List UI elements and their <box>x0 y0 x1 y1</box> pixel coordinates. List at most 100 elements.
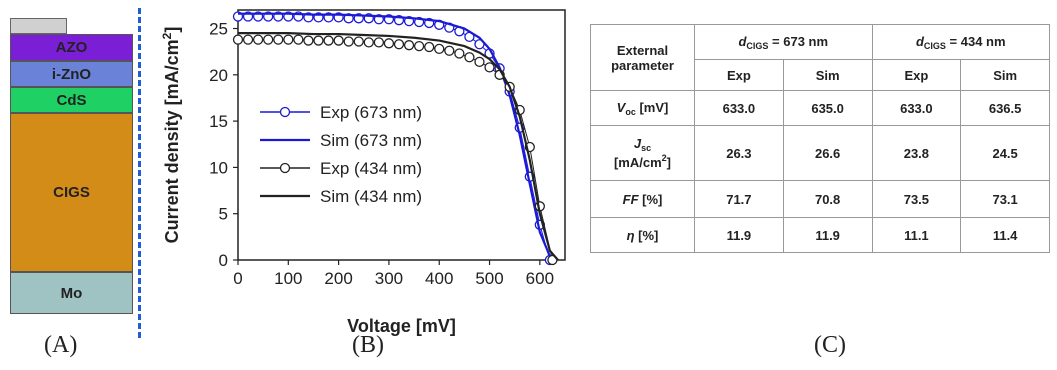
parameters-table-panel: External parameter dCIGS = 673 nm dCIGS … <box>590 24 1057 358</box>
table-cell: 23.8 <box>871 125 962 181</box>
header-parameter: External parameter <box>590 24 695 91</box>
param-ff: FF [%] <box>590 180 695 218</box>
data-point <box>454 48 465 59</box>
data-point <box>373 37 385 48</box>
table-cell: 11.4 <box>960 217 1050 253</box>
data-point <box>293 34 304 45</box>
group2-suffix: = 434 nm <box>945 33 1006 49</box>
data-point <box>444 45 455 56</box>
table-cell: 26.3 <box>694 125 784 181</box>
x-tick-label: 200 <box>324 269 352 288</box>
table-cell: 11.9 <box>694 217 784 253</box>
data-point <box>252 34 264 45</box>
param-unit: [%] <box>634 227 659 243</box>
table-cell: 24.5 <box>960 125 1050 181</box>
plot-frame <box>237 9 566 261</box>
data-point <box>403 40 415 51</box>
group1-suffix: = 673 nm <box>768 33 829 49</box>
param-eta: η [%] <box>590 217 695 253</box>
group2-sub: CIGS <box>923 40 946 51</box>
table-row: Voc [mV] 633.0 635.0 633.0 636.5 <box>590 90 1050 126</box>
data-point <box>383 38 395 49</box>
series-line <box>238 12 558 261</box>
jv-chart: 0 100 200 300 400 500 600 0 5 10 15 20 25 Voltage [mV… <box>160 9 566 336</box>
x-axis-label: Voltage [mV] <box>347 316 456 336</box>
param-unit-sup: 2 <box>661 153 667 163</box>
param-unit: [mA/cm <box>613 155 662 170</box>
param-unit-end: ] <box>666 155 672 170</box>
data-point <box>434 43 445 55</box>
legend-marker <box>279 106 291 118</box>
layer-cds: CdS <box>10 87 133 113</box>
table-cell: 636.5 <box>960 90 1050 126</box>
layer-label: i-ZnO <box>51 65 92 83</box>
subheader-exp: Exp <box>871 59 962 91</box>
layer-label: Mo <box>60 284 83 302</box>
layer-izno: i-ZnO <box>10 61 133 87</box>
data-point <box>323 35 334 46</box>
table-cell: 635.0 <box>782 90 873 126</box>
data-point <box>464 52 475 63</box>
subheader-sim: Sim <box>960 59 1050 91</box>
panel-label-a: (A) <box>44 332 78 358</box>
data-point <box>413 40 425 52</box>
subheader-exp: Exp <box>694 59 784 91</box>
header-parameter-line1: External <box>616 42 669 58</box>
data-point <box>232 34 244 45</box>
device-structure-panel: AZO i-ZnO CdS CIGS Mo (A) <box>0 0 150 365</box>
data-point <box>353 36 364 47</box>
header-parameter-line2: parameter <box>611 57 674 73</box>
x-tick-label: 100 <box>274 269 302 288</box>
top-contact <box>10 18 67 34</box>
series-line <box>238 32 559 261</box>
subheader-sim: Sim <box>782 59 873 91</box>
x-tick-label: 400 <box>425 269 453 288</box>
data-point <box>273 34 284 45</box>
param-sub: oc <box>625 106 636 117</box>
data-point <box>333 35 344 46</box>
layer-azo: AZO <box>10 34 133 61</box>
x-tick-label: 600 <box>526 269 554 288</box>
data-point <box>283 34 294 45</box>
table-cell: 70.8 <box>782 180 873 218</box>
data-point <box>424 41 435 53</box>
param-unit: [mV] <box>635 99 669 115</box>
panel-label-b: (B) <box>352 332 384 358</box>
table-cell: 26.6 <box>782 125 873 181</box>
layer-label: AZO <box>55 39 88 56</box>
y-tick-label: 10 <box>209 158 228 177</box>
y-tick-label: 20 <box>209 66 228 85</box>
table-cell: 633.0 <box>694 90 784 126</box>
y-tick-label: 15 <box>209 112 228 131</box>
legend-label: Sim (673 nm) <box>320 131 422 150</box>
data-point <box>242 34 254 45</box>
data-point <box>474 56 485 68</box>
panel-label-c: (C) <box>814 332 846 358</box>
panel-divider <box>138 8 141 338</box>
legend-label: Exp (434 nm) <box>320 159 422 178</box>
y-tick-label: 25 <box>209 20 228 39</box>
x-tick-label: 300 <box>375 269 403 288</box>
param-symbol: FF <box>622 191 639 207</box>
data-point <box>363 37 374 48</box>
parameters-table: External parameter dCIGS = 673 nm dCIGS … <box>590 24 1050 253</box>
layer-mo: Mo <box>10 272 133 314</box>
table-row: Jsc [mA/cm2] 26.3 26.6 23.8 24.5 <box>590 125 1050 181</box>
data-point <box>313 35 324 46</box>
group2-prefix: d <box>915 33 924 49</box>
group1-prefix: d <box>738 33 747 49</box>
data-point <box>393 39 405 50</box>
layer-cigs: CIGS <box>10 113 133 272</box>
header-group-434: dCIGS = 434 nm <box>871 24 1050 60</box>
legend-label: Sim (434 nm) <box>320 187 422 206</box>
y-tick-label: 0 <box>219 251 228 270</box>
legend-marker <box>279 162 291 174</box>
layer-label: CdS <box>56 91 87 109</box>
table-row: η [%] 11.9 11.9 11.1 11.4 <box>590 217 1050 253</box>
table-row: FF [%] 71.7 70.8 73.5 73.1 <box>590 180 1050 218</box>
y-axis-label: Current density [mA/cm2] <box>160 27 182 244</box>
x-tick-label: 0 <box>233 269 242 288</box>
jv-chart-panel: 0 100 200 300 400 500 600 0 5 10 15 20 25 Voltage [mV… <box>150 0 590 365</box>
param-symbol: J <box>633 136 642 151</box>
table-cell: 633.0 <box>871 90 962 126</box>
